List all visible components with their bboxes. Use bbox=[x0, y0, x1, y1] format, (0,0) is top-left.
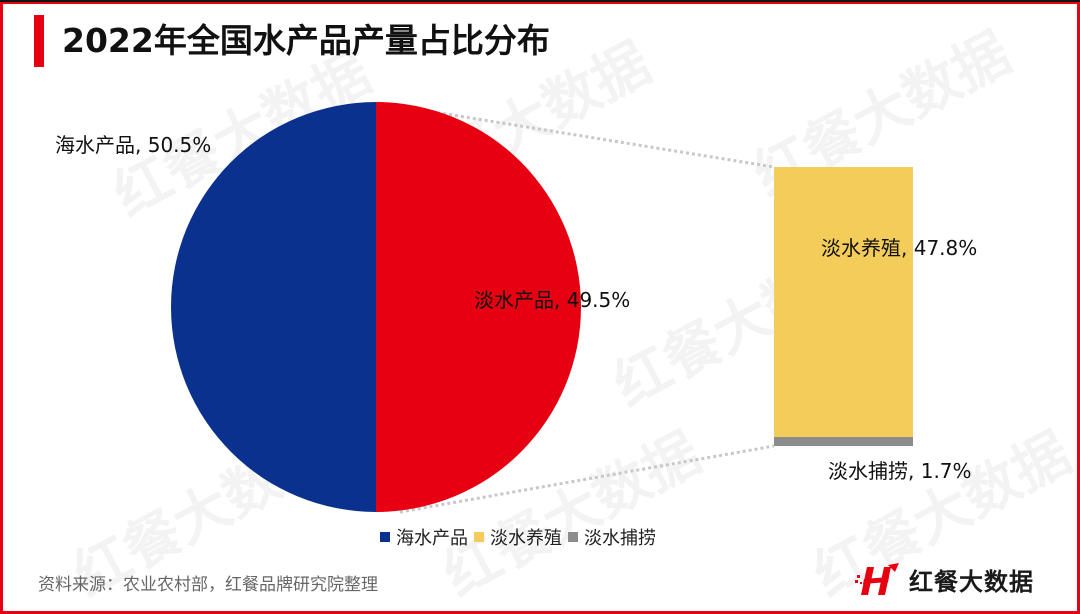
legend-label: 海水产品 bbox=[396, 528, 468, 549]
legend: 海水产品 淡水养殖 淡水捕捞 bbox=[380, 524, 662, 550]
label-seawater: 海水产品, 50.5% bbox=[55, 133, 212, 157]
chart-title: 2022年全国水产品产量占比分布 bbox=[62, 21, 550, 60]
bar-segment-aquaculture[interactable] bbox=[774, 167, 913, 437]
brand-h-icon bbox=[855, 562, 899, 595]
label-freshwater: 淡水产品, 49.5% bbox=[474, 288, 631, 312]
legend-item-seawater[interactable]: 海水产品 bbox=[380, 524, 468, 550]
legend-label: 淡水养殖 bbox=[490, 528, 562, 549]
source-note: 资料来源：农业农村部，红餐品牌研究院整理 bbox=[38, 575, 378, 595]
pie-slice-freshwater[interactable] bbox=[376, 102, 581, 512]
legend-item-aquaculture[interactable]: 淡水养殖 bbox=[474, 524, 562, 550]
top-edge bbox=[0, 0, 1080, 2]
legend-swatch-icon bbox=[568, 532, 578, 542]
legend-swatch-icon bbox=[474, 532, 484, 542]
legend-item-fishing[interactable]: 淡水捕捞 bbox=[568, 524, 656, 550]
pie-slice-seawater[interactable] bbox=[171, 102, 376, 512]
bar-segment-fishing[interactable] bbox=[774, 437, 913, 446]
title-accent-bar bbox=[34, 15, 44, 67]
label-fishing: 淡水捕捞, 1.7% bbox=[828, 459, 972, 483]
brand-logo: 红餐大数据 bbox=[855, 562, 1034, 597]
label-aquaculture: 淡水养殖, 47.8% bbox=[821, 236, 978, 260]
legend-swatch-icon bbox=[380, 532, 390, 542]
brand-name: 红餐大数据 bbox=[909, 568, 1034, 596]
legend-label: 淡水捕捞 bbox=[584, 528, 656, 549]
